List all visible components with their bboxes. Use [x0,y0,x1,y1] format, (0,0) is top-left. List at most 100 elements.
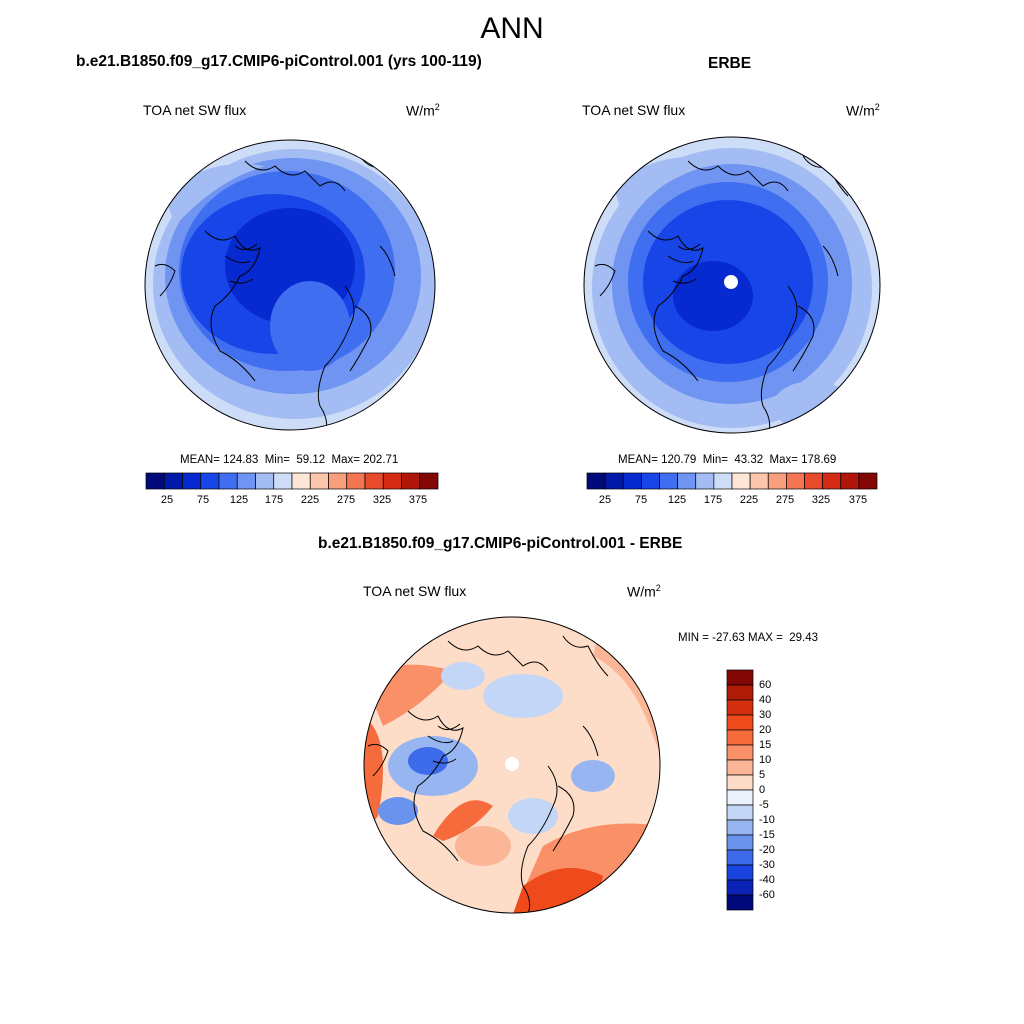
diff-panel-title: b.e21.B1850.f09_g17.CMIP6-piControl.001 … [318,535,683,552]
colorbar-swatch [840,472,860,490]
colorbar-swatch [695,472,715,490]
cb-tick: 15 [759,739,772,751]
diff-stats: MIN = -27.63 MAX = 29.43 [678,632,818,644]
cb-tick: 175 [264,494,284,506]
model-colorbar-ticks: 25 75 125 175 225 275 325 375 [146,494,438,508]
cb-tick: -20 [759,844,775,856]
obs-units-label: W/m2 [846,102,880,119]
cb-tick: 375 [848,494,868,506]
model-units-label: W/m2 [406,102,440,119]
obs-colorbar [586,472,878,490]
colorbar-swatch [726,819,754,836]
colorbar-swatch [786,472,805,490]
cb-tick: 20 [759,724,772,736]
colorbar-swatch [726,774,754,791]
colorbar-swatch [726,849,754,866]
colorbar-swatch [726,714,754,731]
colorbar-swatch [858,472,878,490]
diff-variable-label: TOA net SW flux [363,583,467,599]
colorbar-swatch [659,472,678,490]
diff-polar-map [363,616,661,914]
cb-tick: 325 [811,494,831,506]
colorbar-swatch [309,472,329,490]
cb-tick: 60 [759,679,772,691]
cb-tick: 125 [667,494,687,506]
colorbar-swatch [726,744,754,761]
model-panel-title: b.e21.B1850.f09_g17.CMIP6-piControl.001 … [76,53,482,70]
colorbar-swatch [328,472,348,490]
colorbar-swatch [726,729,754,746]
cb-tick: 275 [336,494,356,506]
cb-tick: 175 [703,494,723,506]
colorbar-swatch [726,834,754,851]
obs-polar-map [583,136,881,434]
colorbar-swatch [726,894,754,911]
colorbar-swatch [767,472,787,490]
colorbar-swatch [236,472,256,490]
colorbar-swatch [726,789,754,806]
cb-tick: -40 [759,874,775,886]
diff-units-label: W/m2 [627,583,661,600]
cb-tick: 5 [759,769,766,781]
colorbar-swatch [641,472,660,490]
colorbar-swatch [218,472,238,490]
obs-colorbar-ticks: 25 75 125 175 225 275 325 375 [587,494,877,508]
colorbar-swatch [713,472,733,490]
cb-tick: 30 [759,709,772,721]
model-variable-label: TOA net SW flux [143,102,247,118]
cb-tick: 10 [759,754,772,766]
colorbar-swatch [200,472,220,490]
colorbar-swatch [182,472,202,490]
colorbar-swatch [622,472,642,490]
colorbar-swatch [726,699,754,716]
cb-tick: -10 [759,814,775,826]
cb-tick: 0 [759,784,766,796]
colorbar-swatch [726,879,754,896]
cb-tick: -60 [759,889,775,901]
cb-tick: 225 [300,494,320,506]
diff-colorbar-ticks: 60 40 30 20 15 10 5 0 -5 -10 -15 -20 -30… [759,670,799,910]
cb-tick: 75 [634,494,648,506]
cb-tick: 325 [372,494,392,506]
model-polar-map [144,139,436,431]
colorbar-swatch [726,759,754,776]
colorbar-swatch [364,472,384,490]
cb-tick: 125 [229,494,249,506]
cb-tick: 225 [739,494,759,506]
colorbar-swatch [346,472,366,490]
colorbar-swatch [401,472,421,490]
cb-tick: 40 [759,694,772,706]
colorbar-swatch [255,472,275,490]
colorbar-swatch [677,472,697,490]
cb-tick: 25 [598,494,612,506]
cb-tick: 275 [775,494,795,506]
cb-tick: -30 [759,859,775,871]
obs-stats: MEAN= 120.79 Min= 43.32 Max= 178.69 [618,454,837,466]
cb-tick: 75 [196,494,210,506]
model-colorbar [145,472,439,490]
colorbar-swatch [822,472,842,490]
colorbar-swatch [726,684,754,701]
obs-variable-label: TOA net SW flux [582,102,686,118]
colorbar-swatch [604,472,624,490]
colorbar-swatch [419,472,439,490]
cb-tick: 375 [408,494,428,506]
colorbar-swatch [273,472,293,490]
model-stats: MEAN= 124.83 Min= 59.12 Max= 202.71 [180,454,399,466]
colorbar-swatch [163,472,183,490]
colorbar-swatch [726,804,754,821]
obs-panel-title: ERBE [708,55,752,72]
colorbar-swatch [804,472,823,490]
cb-tick: -15 [759,829,775,841]
colorbar-swatch [291,472,311,490]
diff-colorbar [726,669,754,911]
colorbar-swatch [731,472,751,490]
colorbar-swatch [726,669,754,686]
colorbar-swatch [586,472,606,490]
colorbar-swatch [726,864,754,881]
cb-tick: 25 [160,494,174,506]
season-title: ANN [480,12,544,45]
colorbar-swatch [145,472,165,490]
colorbar-swatch [749,472,769,490]
colorbar-swatch [382,472,402,490]
